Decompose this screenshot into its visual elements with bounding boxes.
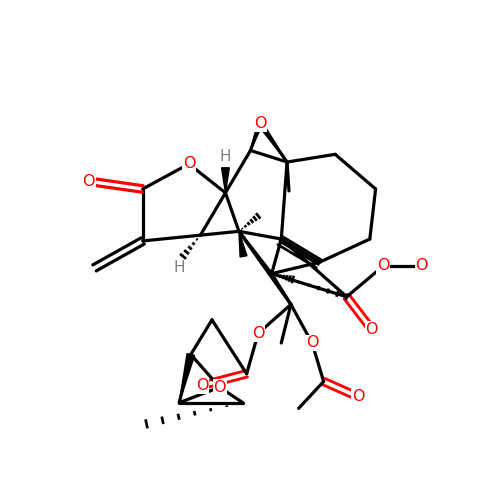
Text: O: O: [182, 156, 195, 172]
Text: H: H: [174, 260, 185, 276]
Polygon shape: [258, 122, 287, 162]
Text: O: O: [377, 258, 390, 274]
Text: O: O: [196, 378, 208, 393]
Text: O: O: [252, 326, 264, 341]
Text: H: H: [220, 149, 231, 164]
Polygon shape: [250, 122, 262, 150]
Text: O: O: [254, 116, 266, 131]
Polygon shape: [239, 232, 247, 257]
Text: O: O: [416, 258, 428, 274]
Text: O: O: [82, 174, 95, 189]
Text: H: H: [220, 149, 231, 164]
Text: O: O: [366, 322, 378, 337]
Text: O: O: [306, 336, 318, 350]
Text: H: H: [174, 260, 185, 276]
Polygon shape: [179, 354, 194, 403]
Text: O: O: [214, 380, 226, 395]
Text: O: O: [352, 390, 364, 404]
Polygon shape: [222, 168, 230, 193]
